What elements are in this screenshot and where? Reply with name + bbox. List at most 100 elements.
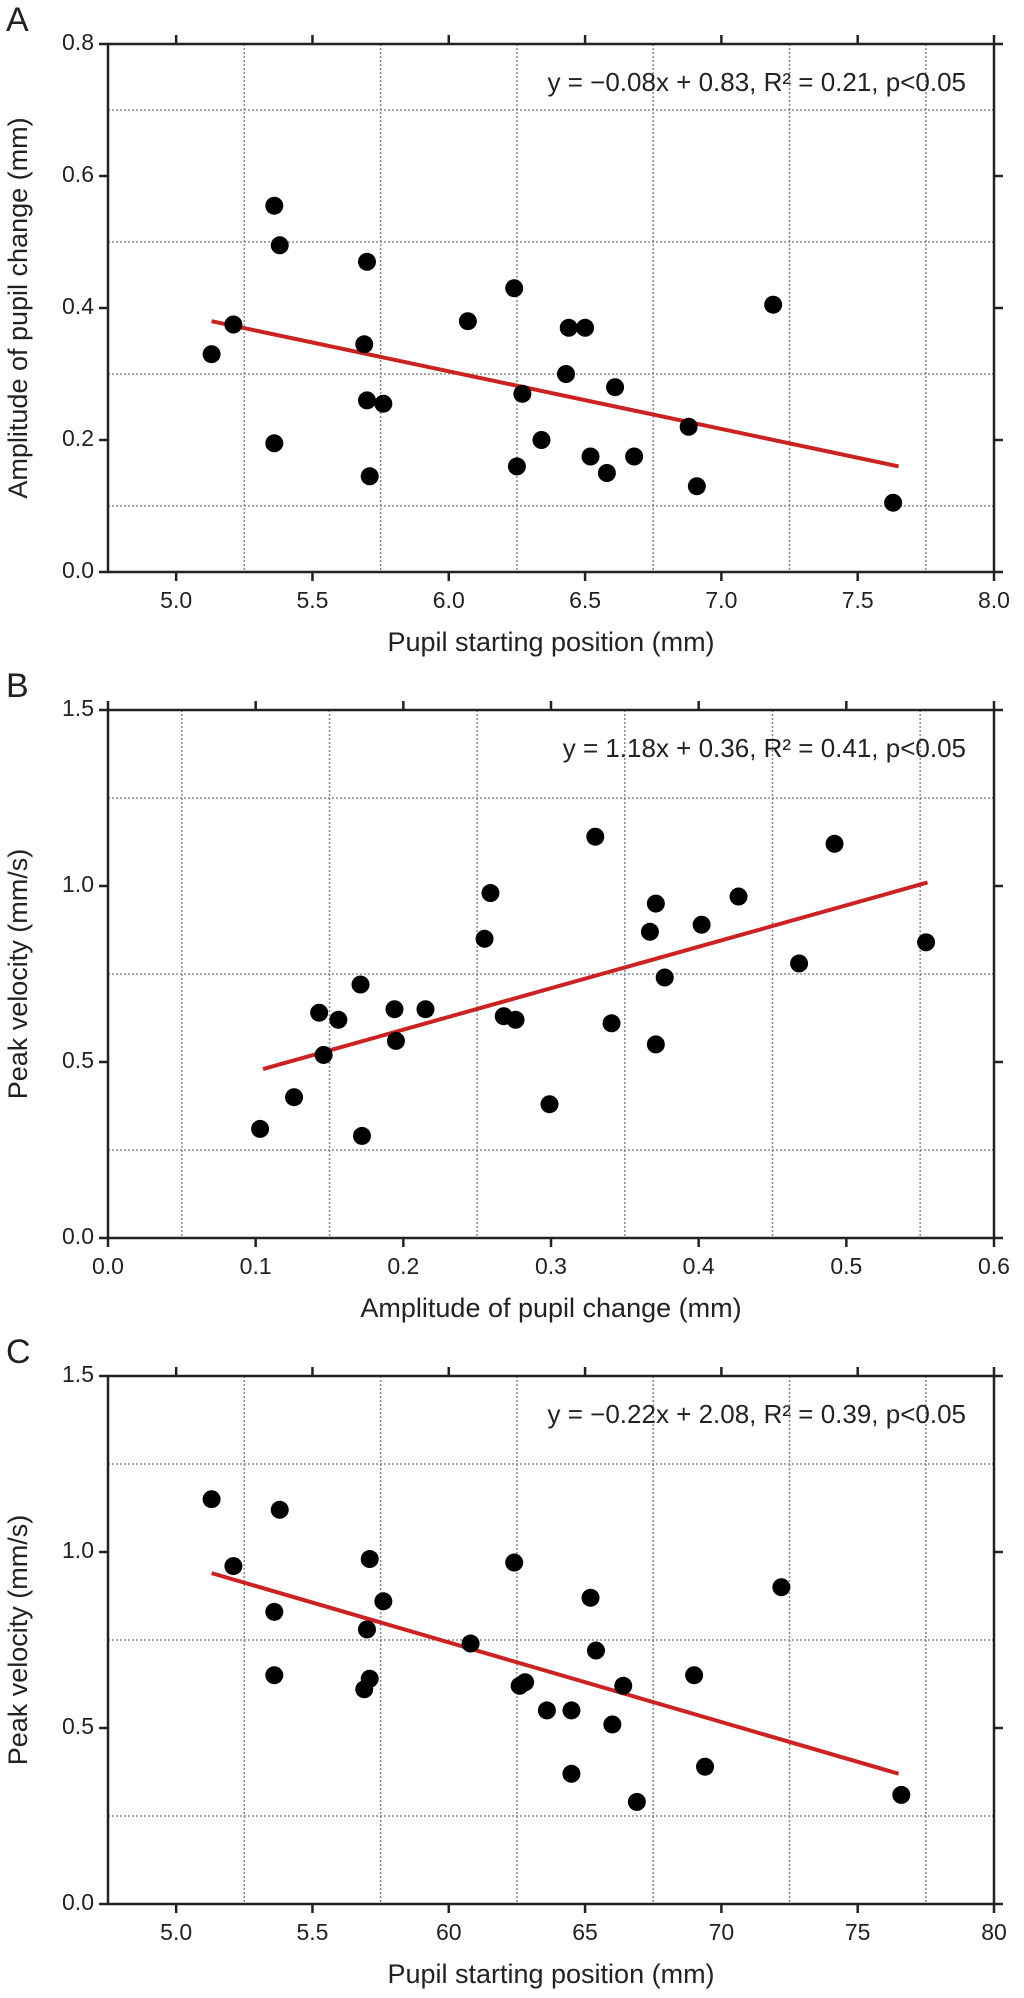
data-point (655, 968, 674, 987)
y-tick-label: 1.5 (62, 1361, 94, 1387)
x-tick-label: 0.5 (830, 1253, 862, 1279)
data-point (202, 345, 221, 364)
data-point (357, 252, 376, 271)
x-tick-label: 7.0 (705, 587, 737, 613)
data-point (386, 1031, 405, 1050)
x-axis-label: Pupil starting position (mm) (387, 1959, 714, 1989)
data-point (646, 1035, 665, 1054)
x-tick-label: 6.5 (569, 587, 601, 613)
y-tick-label: 1.0 (62, 871, 94, 897)
data-point (505, 279, 524, 298)
x-tick-label: 5.0 (160, 587, 192, 613)
x-tick-label: 80 (981, 1919, 1007, 1945)
data-point (374, 1592, 393, 1611)
data-point (507, 457, 526, 476)
panel: A 5.0 5.5 6.0 6.5 7.0 7.5 8.0 0.0 0.2 0.4 0.6 0.8 Pup… (3, 1, 1010, 657)
data-point (357, 1620, 376, 1639)
x-tick-label: 0.6 (978, 1253, 1010, 1279)
data-point (825, 834, 844, 853)
data-point (884, 493, 903, 512)
data-point (329, 1010, 348, 1029)
y-tick-label: 0.0 (62, 1889, 94, 1915)
data-point (917, 933, 936, 952)
data-point (461, 1634, 480, 1653)
data-point (285, 1088, 304, 1107)
data-point (351, 975, 370, 994)
y-axis-label: Amplitude of pupil change (mm) (3, 117, 33, 498)
data-point (625, 447, 644, 466)
data-point (475, 929, 494, 948)
data-point (692, 915, 711, 934)
data-point (614, 1676, 633, 1695)
annotation: y = −0.08x + 0.83, R² = 0.21, p<0.05 (548, 67, 966, 97)
data-point (416, 1000, 435, 1019)
data-point (265, 196, 284, 215)
x-tick-label: 60 (436, 1919, 462, 1945)
x-tick-label: 7.5 (842, 587, 874, 613)
x-tick-label: 6.0 (433, 587, 465, 613)
y-tick-label: 0.8 (62, 29, 94, 55)
data-point (646, 894, 665, 913)
data-point (506, 1010, 525, 1029)
y-tick-label: 0.4 (62, 293, 94, 319)
data-point (385, 1000, 404, 1019)
data-point (576, 318, 595, 337)
y-tick-label: 0.0 (62, 1223, 94, 1249)
y-tick-label: 0.6 (62, 161, 94, 187)
x-tick-label: 5.5 (296, 587, 328, 613)
data-point (516, 1673, 535, 1692)
data-point (603, 1715, 622, 1734)
data-point (265, 434, 284, 453)
data-point (355, 335, 374, 354)
data-point (627, 1792, 646, 1811)
data-point (513, 384, 532, 403)
y-tick-label: 0.0 (62, 557, 94, 583)
data-point (586, 1641, 605, 1660)
data-point (696, 1757, 715, 1776)
data-point (224, 315, 243, 334)
x-tick-label: 70 (709, 1919, 735, 1945)
data-point (202, 1490, 221, 1509)
data-point (360, 1669, 379, 1688)
data-point (562, 1764, 581, 1783)
y-axis-label: Peak velocity (mm/s) (3, 1515, 33, 1766)
data-point (310, 1003, 329, 1022)
y-tick-label: 1.5 (62, 695, 94, 721)
data-point (374, 394, 393, 413)
data-point (685, 1666, 704, 1685)
data-point (270, 236, 289, 255)
data-point (556, 365, 575, 383)
plot-frame (106, 42, 996, 574)
annotation: y = 1.18x + 0.36, R² = 0.41, p<0.05 (563, 733, 966, 763)
plot-frame (106, 1374, 996, 1906)
x-tick-label: 5.0 (160, 1919, 192, 1945)
data-point (532, 431, 551, 449)
data-point (729, 887, 748, 906)
data-point (224, 1557, 243, 1576)
data-point (892, 1785, 911, 1804)
panel: C 5.0 5.5 60 65 70 75 80 0.0 0.5 1.0 1.5 Pupil start… (3, 1333, 1007, 1989)
x-tick-label: 8.0 (978, 587, 1010, 613)
x-tick-label: 5.5 (296, 1919, 328, 1945)
panel-label: B (6, 667, 29, 705)
data-point (559, 318, 578, 337)
data-point (562, 1701, 581, 1720)
x-tick-label: 65 (572, 1919, 598, 1945)
data-point (640, 922, 659, 941)
y-tick-label: 0.5 (62, 1047, 94, 1073)
data-point (360, 467, 379, 486)
data-point (581, 447, 600, 466)
x-tick-label: 0.1 (240, 1253, 272, 1279)
x-axis-label: Amplitude of pupil change (mm) (360, 1293, 741, 1323)
x-axis-label: Pupil starting position (mm) (387, 627, 714, 657)
x-tick-label: 0.4 (683, 1253, 715, 1279)
x-tick-label: 0.2 (387, 1253, 419, 1279)
data-point (602, 1014, 621, 1033)
data-point (679, 417, 698, 436)
y-tick-label: 0.2 (62, 425, 94, 451)
data-point (505, 1553, 524, 1572)
data-point (790, 954, 809, 973)
data-point (606, 378, 625, 397)
panel: B 0.0 0.1 0.2 0.3 0.4 0.5 0.6 0.0 0.5 1.0 1.5 Amplit… (3, 667, 1010, 1323)
data-point (537, 1701, 556, 1720)
